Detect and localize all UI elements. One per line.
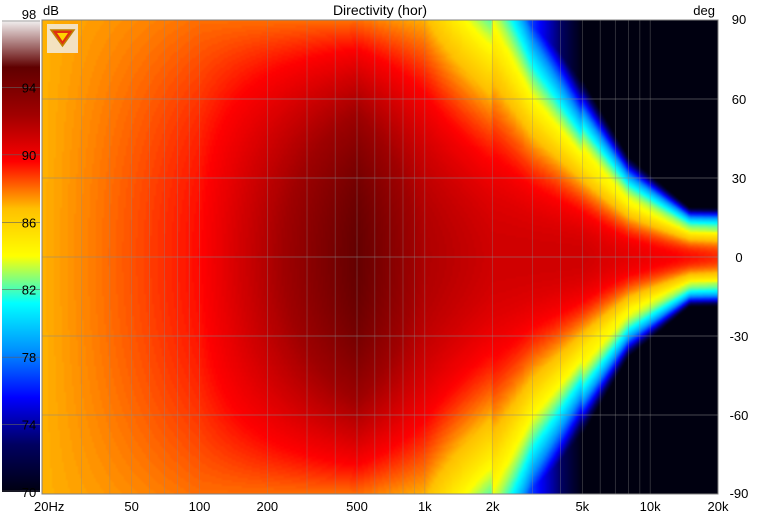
colorbar-tick-label: 98	[22, 7, 36, 22]
x-tick-label: 20k	[708, 499, 729, 512]
y-tick-label: 60	[732, 92, 746, 107]
x-tick-label: 10k	[640, 499, 661, 512]
x-tick-label: 2k	[486, 499, 500, 512]
colorbar-tick-label: 86	[22, 215, 36, 230]
y-tick-label: 0	[735, 250, 742, 265]
x-axis-ticks: 20Hz 50 100 200 500 1k 2k 5k 10k 20k	[34, 499, 729, 512]
y-tick-label: -30	[730, 329, 749, 344]
colorbar	[2, 20, 40, 492]
shield-logo-icon	[47, 24, 78, 53]
x-tick-label: 1k	[418, 499, 432, 512]
colorbar-tick-label: 90	[22, 148, 36, 163]
chart-title: Directivity (hor)	[333, 2, 427, 18]
colorbar-unit: dB	[43, 3, 59, 18]
colorbar-tick-label: 70	[22, 485, 36, 500]
grid-lines	[42, 20, 718, 494]
colorbar-tick-label: 82	[22, 283, 36, 298]
colorbar-tick-label: 74	[22, 418, 36, 433]
x-tick-label: 50	[124, 499, 138, 512]
y-tick-label: 30	[732, 171, 746, 186]
y-tick-label: -90	[730, 486, 749, 501]
y-axis-unit: deg	[693, 3, 715, 18]
x-tick-label: 200	[256, 499, 278, 512]
x-tick-label: 5k	[575, 499, 589, 512]
colorbar-tick-label: 78	[22, 350, 36, 365]
colorbar-ticks: 98 94 90 86 82 78 74 70	[2, 7, 40, 500]
colorbar-tick-label: 94	[22, 80, 36, 95]
y-axis-ticks: 90 60 30 0 -30 -60 -90	[730, 12, 749, 501]
x-tick-label: 500	[346, 499, 368, 512]
plot-frame	[41, 19, 719, 495]
x-tick-label: 100	[189, 499, 211, 512]
y-tick-label: -60	[730, 408, 749, 423]
y-tick-label: 90	[732, 12, 746, 27]
x-tick-label: 20Hz	[34, 499, 64, 512]
